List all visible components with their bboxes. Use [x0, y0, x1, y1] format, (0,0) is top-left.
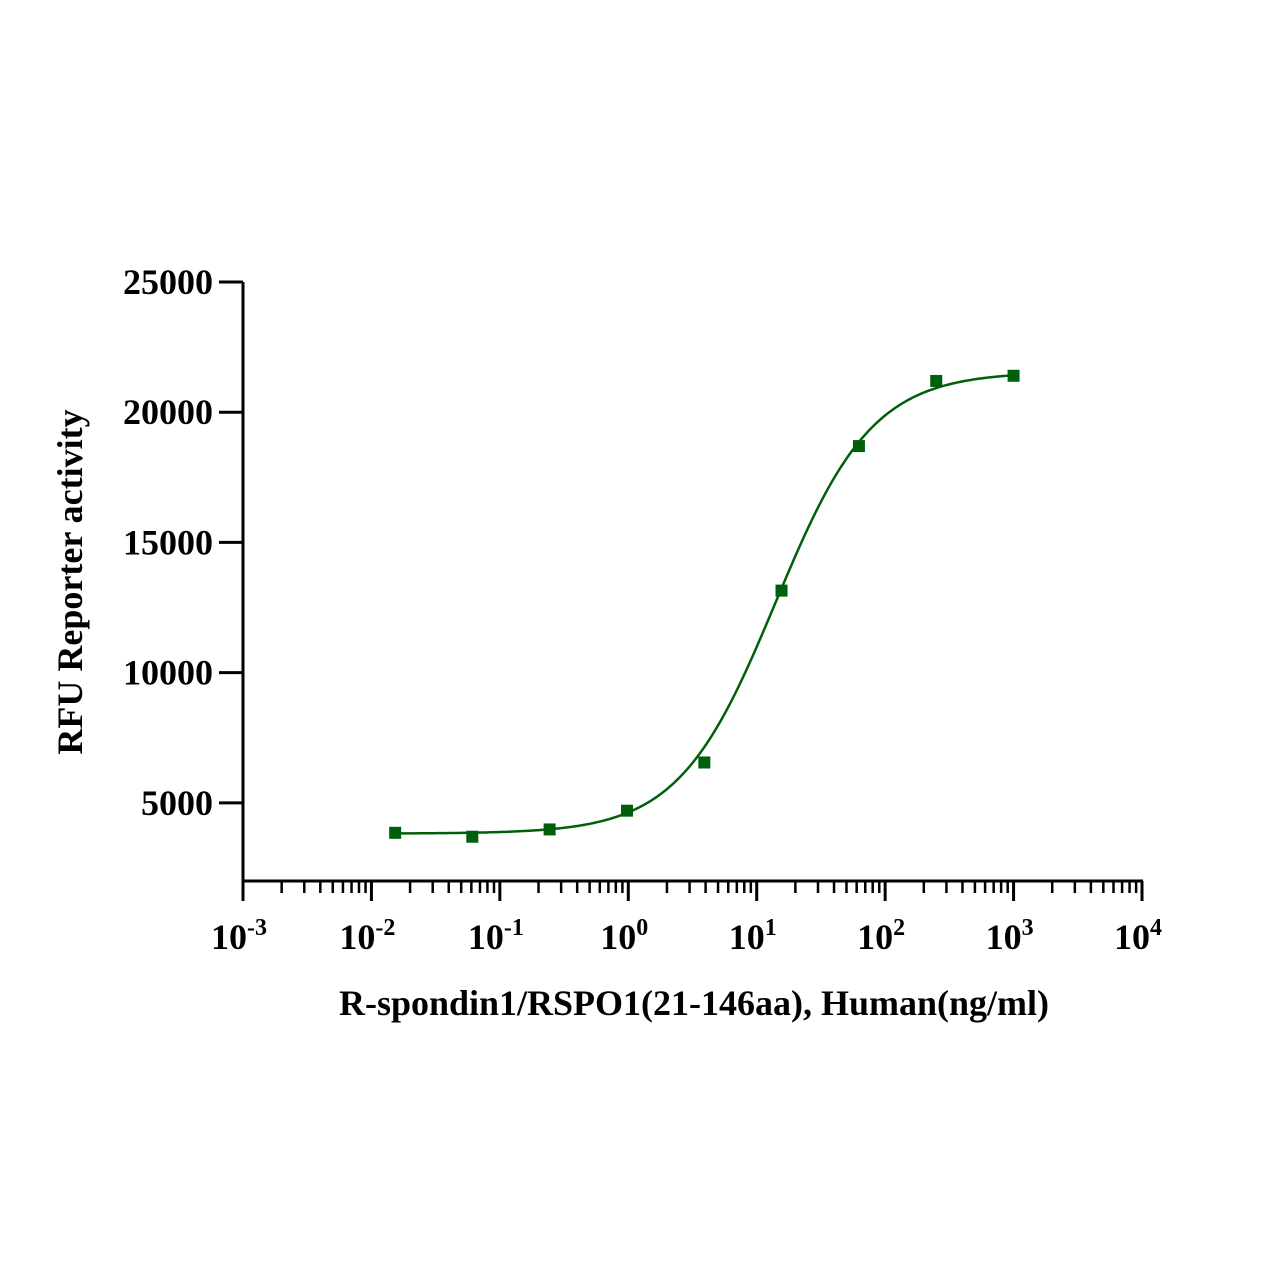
y-axis-title: RFU Reporter activity — [50, 409, 90, 754]
data-point — [543, 823, 556, 836]
x-tick-label: 103 — [986, 915, 1034, 957]
fit-curve-layer — [395, 373, 1014, 835]
y-tick-label: 25000 — [123, 262, 213, 302]
data-point — [930, 374, 943, 387]
axis-ticks — [219, 280, 1144, 901]
y-tick-label: 15000 — [123, 522, 213, 562]
x-tick-label: 101 — [729, 915, 777, 957]
x-tick-label: 100 — [600, 915, 648, 957]
x-tick-label: 104 — [1114, 915, 1162, 957]
data-point — [698, 756, 711, 769]
y-tick-label: 5000 — [141, 783, 213, 823]
y-tick-label: 10000 — [123, 653, 213, 693]
data-point — [466, 830, 479, 843]
x-tick-label: 10-2 — [339, 915, 395, 957]
data-point — [389, 826, 402, 839]
data-point — [1007, 369, 1020, 382]
y-tick-label: 20000 — [123, 392, 213, 432]
x-tick-label: 10-1 — [468, 915, 524, 957]
tick-labels: 5000 10000 15000 20000 25000 10-3 10-2 10-1 100 1… — [123, 262, 1162, 957]
data-point — [775, 584, 788, 597]
fit-curve — [395, 373, 1014, 835]
x-tick-label: 10-3 — [211, 915, 267, 957]
data-point — [620, 804, 633, 817]
data-points-layer — [389, 369, 1020, 843]
data-point — [852, 440, 865, 453]
x-tick-label: 102 — [857, 915, 905, 957]
x-axis-title: R-spondin1/RSPO1(21-146aa), Human(ng/ml) — [339, 983, 1049, 1023]
